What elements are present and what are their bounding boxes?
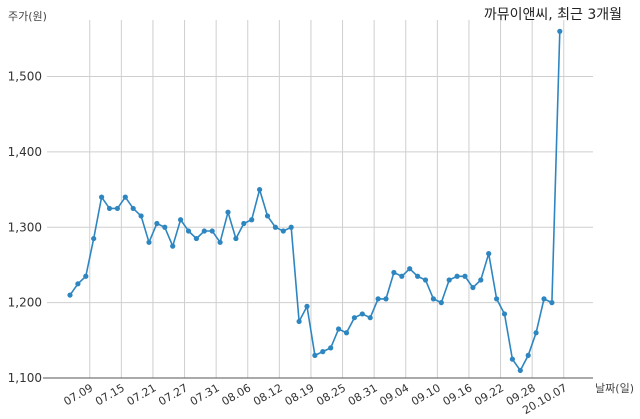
data-point: [130, 205, 136, 212]
data-point: [217, 239, 223, 245]
data-point: [486, 251, 492, 257]
data-point: [336, 326, 342, 332]
x-tick-label: 09.22: [472, 381, 506, 408]
x-tick-label: 08.06: [219, 381, 253, 408]
data-point: [185, 228, 192, 234]
data-point: [359, 311, 365, 317]
x-axis-title: 날짜(일): [595, 382, 634, 395]
data-point: [257, 186, 263, 193]
data-point: [288, 224, 294, 230]
data-point: [233, 235, 239, 242]
data-point: [541, 296, 547, 302]
data-point: [462, 273, 468, 279]
chart-title: 까뮤이앤씨, 최근 3개월: [483, 7, 622, 23]
data-point: [249, 217, 255, 223]
data-point: [162, 224, 168, 230]
y-axis-title: 주가(원): [8, 10, 47, 23]
data-point: [296, 318, 302, 325]
data-point: [304, 303, 310, 309]
data-point: [83, 273, 89, 279]
data-point: [470, 284, 476, 291]
data-point: [407, 266, 413, 272]
data-point: [478, 277, 484, 283]
data-point: [533, 330, 539, 336]
data-point: [549, 300, 555, 306]
data-point: [91, 235, 97, 242]
data-point: [422, 277, 429, 283]
data-point: [501, 311, 508, 317]
data-point: [170, 243, 176, 249]
x-tick-label: 09.10: [409, 381, 443, 408]
data-point: [225, 209, 231, 215]
data-point: [557, 28, 563, 34]
x-tick-label: 08.25: [314, 381, 348, 408]
price-line: [69, 31, 561, 373]
x-tick-label: 07.27: [156, 381, 190, 408]
x-tick-label: 08.31: [346, 381, 380, 408]
data-point: [114, 205, 120, 212]
x-tick-label: 08.19: [283, 381, 317, 408]
y-tick-label: 1,300: [8, 220, 42, 234]
data-point: [430, 296, 436, 302]
y-tick-label: 1,200: [8, 296, 42, 310]
data-point: [75, 281, 81, 287]
x-tick-label: 07.31: [188, 381, 222, 408]
data-point: [399, 273, 405, 279]
data-point: [351, 315, 357, 321]
data-point: [343, 330, 350, 336]
data-point: [438, 300, 444, 306]
data-point: [272, 224, 278, 230]
data-point: [154, 220, 160, 227]
data-point: [264, 213, 271, 219]
data-point: [138, 213, 144, 219]
data-point: [525, 352, 531, 358]
data-point: [494, 296, 500, 302]
data-point: [201, 228, 207, 234]
x-tick-label: 07.15: [93, 381, 127, 408]
data-point: [241, 220, 247, 227]
data-point: [517, 367, 523, 374]
data-point: [367, 315, 373, 321]
data-point: [209, 228, 215, 234]
data-point: [99, 194, 105, 200]
y-tick-label: 1,400: [8, 145, 42, 159]
data-point: [312, 352, 318, 358]
data-point: [106, 205, 113, 212]
data-point: [67, 292, 73, 298]
x-tick-label: 07.21: [125, 381, 159, 408]
data-point: [280, 228, 286, 234]
x-tick-label: 09.16: [441, 381, 475, 408]
x-tick-label: 09.04: [377, 381, 411, 408]
data-point: [415, 273, 421, 279]
data-point: [383, 296, 389, 302]
y-tick-label: 1,500: [8, 70, 42, 84]
data-point: [509, 356, 515, 362]
data-point: [375, 296, 381, 302]
data-point: [391, 269, 397, 276]
data-point: [178, 217, 184, 223]
data-point: [454, 273, 460, 279]
data-point: [122, 194, 128, 200]
data-point: [193, 235, 199, 242]
x-tick-label: 07.09: [61, 381, 95, 408]
data-point: [446, 277, 452, 283]
data-point: [328, 345, 334, 351]
x-tick-label: 08.12: [251, 381, 285, 408]
data-point: [146, 239, 152, 245]
y-tick-label: 1,100: [8, 371, 42, 385]
data-point: [320, 349, 326, 355]
